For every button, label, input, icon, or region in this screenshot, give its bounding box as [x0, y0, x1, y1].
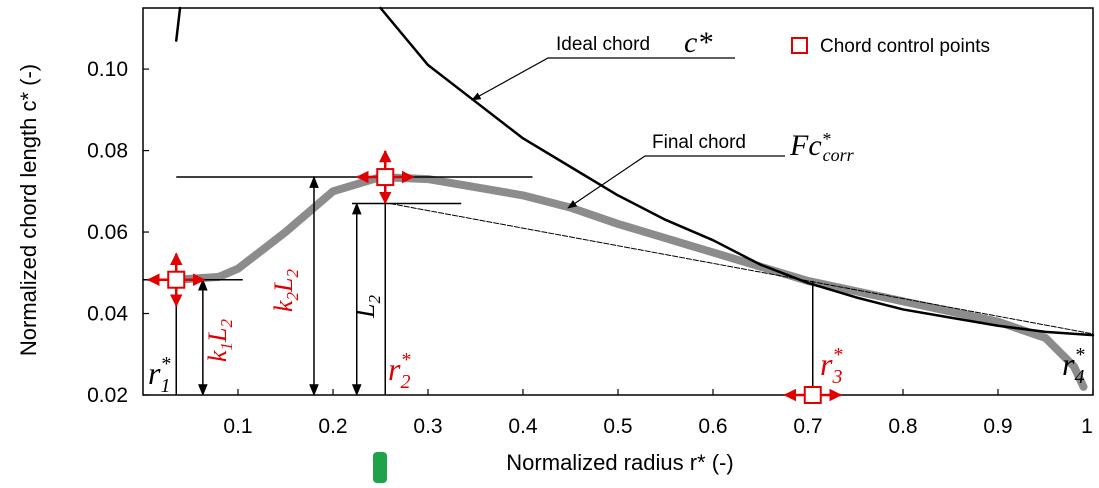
- callout-line: [567, 155, 785, 209]
- legend-marker: [791, 37, 808, 54]
- x-tick-label: 0.2: [318, 415, 347, 438]
- x-tick-label: 0.4: [508, 415, 538, 438]
- annotation: L2: [351, 295, 384, 319]
- annotation-symbol: Fc* corr: [789, 129, 855, 165]
- annotation: k1L2: [203, 318, 236, 362]
- annotation: r* 4: [1062, 344, 1084, 388]
- callout-line: [471, 57, 735, 101]
- x-tick-label: 0.6: [698, 415, 727, 438]
- x-axis-label: Normalized radius r* (-): [506, 450, 733, 475]
- control-point: [803, 386, 822, 404]
- annotation: k2L2: [269, 268, 302, 312]
- x-tick-label: 0.5: [603, 415, 632, 438]
- y-tick-label: 0.04: [87, 303, 128, 326]
- plot-layer: [143, 6, 1095, 404]
- x-tick-label: 1: [1081, 415, 1093, 438]
- y-tick-label: 0.06: [87, 221, 128, 244]
- y-tick-label: 0.10: [87, 58, 128, 81]
- x-tick-label: 0.8: [888, 415, 917, 438]
- annotation: r* 3: [820, 344, 842, 388]
- x-tick-label: 0.3: [413, 415, 442, 438]
- control-point: [167, 270, 186, 289]
- annotation-symbol: c*: [684, 26, 712, 59]
- x-tick-label: 0.7: [793, 415, 822, 438]
- legend-label: Chord control points: [820, 36, 990, 57]
- annotation: Ideal chord: [556, 34, 650, 55]
- control-point: [376, 168, 395, 187]
- cursor-marker: [373, 452, 387, 483]
- series-line: [172, 173, 1088, 391]
- annotation: r* 1: [148, 353, 170, 397]
- x-tick-label: 0.9: [983, 415, 1012, 438]
- linear-segment: [389, 203, 1094, 335]
- annotation: Final chord: [652, 132, 746, 153]
- plot-frame: [142, 7, 1094, 396]
- y-tick-label: 0.02: [87, 384, 128, 407]
- y-axis-label: Normalized chord length c* (-): [16, 64, 41, 356]
- annotation: r* 2: [388, 349, 410, 393]
- x-tick-label: 0.1: [223, 415, 252, 438]
- y-tick-label: 0.08: [87, 140, 128, 163]
- series-line: [175, 6, 1095, 337]
